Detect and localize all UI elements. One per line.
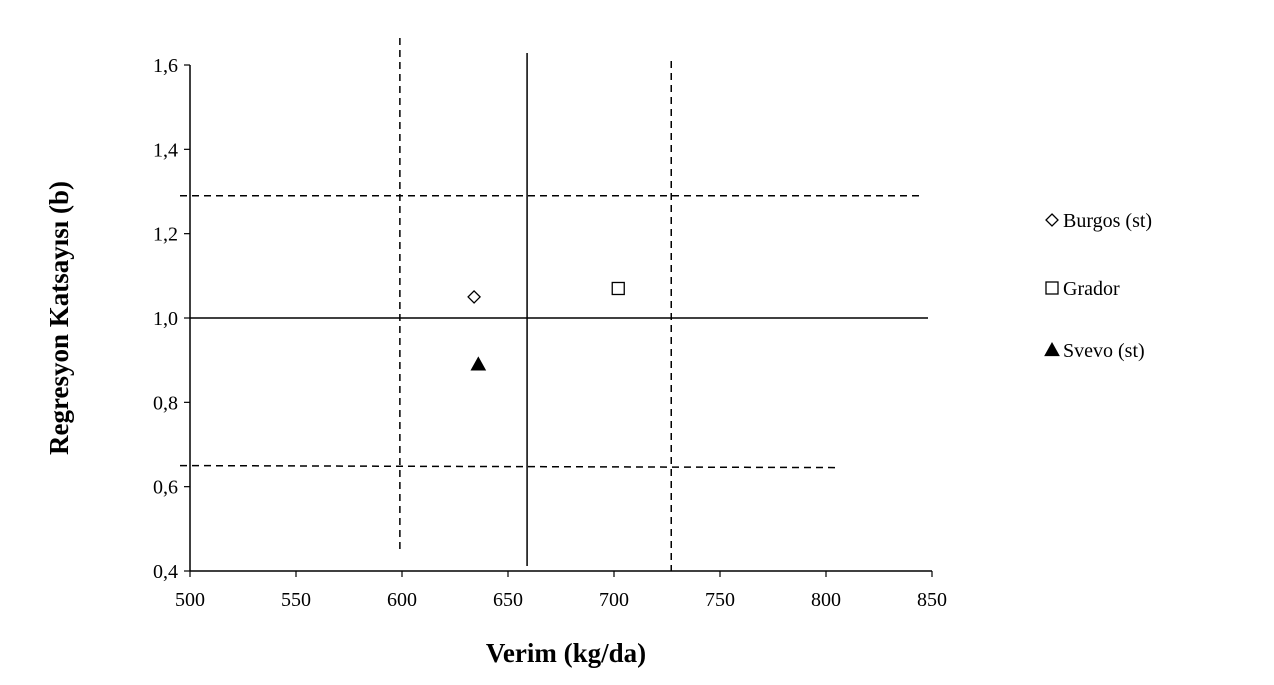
- data-point: [611, 281, 625, 296]
- data-point: [467, 289, 481, 304]
- x-tick-label: 550: [281, 589, 311, 611]
- x-tick-label: 800: [811, 589, 841, 611]
- y-axis-ticks: 0,4 0,6 0,8 1,0 1,2 1,4 1,6: [153, 55, 190, 583]
- y-tick-label: 0,8: [153, 392, 178, 414]
- y-tick-label: 1,2: [153, 224, 178, 246]
- y-tick-label: 0,6: [153, 477, 178, 499]
- legend-marker: [1045, 213, 1059, 227]
- lower-b-limit-line: [179, 464, 839, 469]
- x-tick-label: 650: [493, 589, 523, 611]
- x-tick-label: 600: [387, 589, 417, 611]
- reference-lines: [179, 38, 928, 571]
- y-tick-label: 1,4: [153, 139, 178, 161]
- y-axis-title: Regresyon Katsayısı (b): [44, 181, 74, 455]
- y-tick-label: 1,0: [153, 308, 178, 330]
- legend-marker: [1044, 341, 1060, 357]
- legend-label: Grador: [1063, 278, 1120, 300]
- x-axis-title: Verim (kg/da): [486, 638, 646, 668]
- data-point: [470, 356, 487, 371]
- x-tick-label: 500: [175, 589, 205, 611]
- legend-label: Svevo (st): [1063, 340, 1145, 362]
- data-points: [467, 281, 625, 371]
- y-tick-label: 0,4: [153, 561, 178, 583]
- x-tick-label: 850: [917, 589, 947, 611]
- legend-label: Burgos (st): [1063, 210, 1152, 232]
- x-axis-ticks: 500 550 600 650 700 750 800 850: [175, 571, 947, 611]
- legend: Burgos (st) Grador Svevo (st): [1044, 210, 1152, 362]
- x-tick-label: 700: [599, 589, 629, 611]
- x-tick-label: 750: [705, 589, 735, 611]
- legend-marker: [1045, 281, 1059, 295]
- y-tick-label: 1,6: [153, 55, 178, 77]
